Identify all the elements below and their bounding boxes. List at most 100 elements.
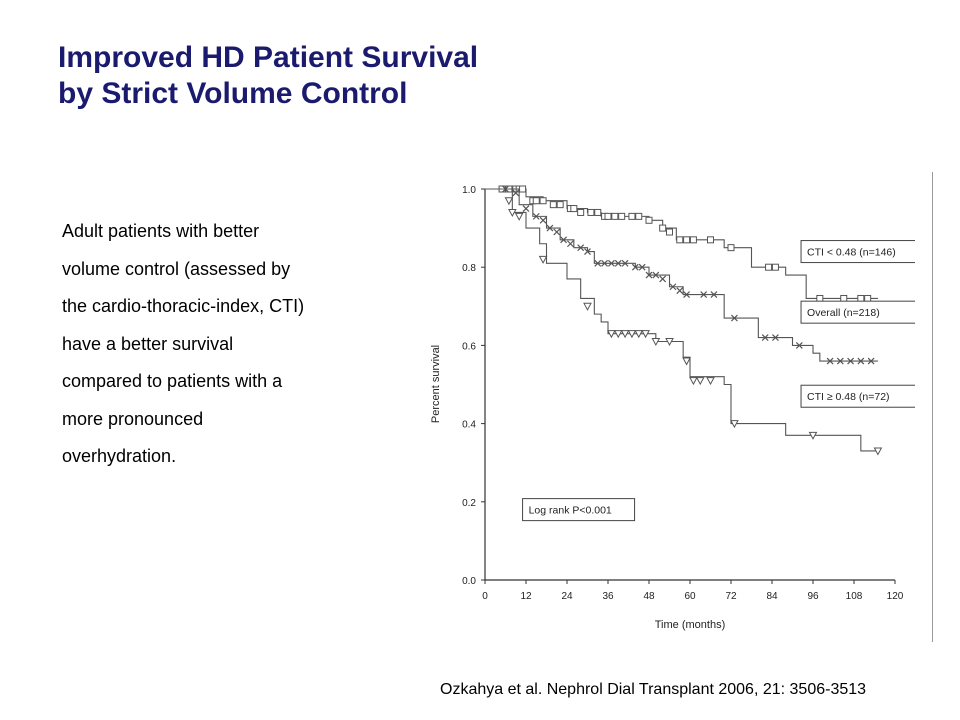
x-marker (669, 283, 677, 291)
x-marker (621, 259, 629, 267)
x-tick-label: 84 (766, 591, 778, 602)
square-marker (570, 205, 578, 213)
chart-ticks: 0 12 24 36 48 60 72 84 96 108 120 0.0 0.2 0.4 0.6 0.8 1.… (462, 185, 904, 602)
x-marker (795, 341, 803, 349)
x-marker (607, 259, 615, 267)
x-marker (836, 357, 844, 365)
x-marker (522, 205, 530, 212)
body-line: compared to patients with a (62, 371, 283, 391)
x-marker (761, 334, 769, 342)
body-line: have a better survival (62, 333, 234, 354)
triangle-marker (682, 357, 691, 366)
body-line: overhydration. (62, 446, 177, 466)
square-marker (864, 294, 872, 302)
series-x (485, 185, 878, 365)
triangle-marker (695, 377, 705, 386)
series-triangle-down (485, 188, 883, 456)
triangle-marker (607, 330, 616, 339)
square-marker (635, 212, 643, 220)
square-marker (707, 236, 714, 244)
x-tick-label: 60 (684, 591, 696, 602)
square-marker (689, 236, 697, 244)
y-tick-label: 0.6 (462, 341, 476, 352)
square-marker (618, 212, 626, 220)
x-marker (614, 259, 622, 267)
square-marker (840, 294, 848, 302)
triangle-marker (634, 330, 644, 339)
slide-title-line-1: Improved HD Patient Survival (58, 41, 479, 74)
triangle-marker (504, 197, 514, 206)
survival-chart: 0 12 24 36 48 60 72 84 96 108 120 0.0 0.2 0.4 0.6 0.8 1.… (430, 185, 915, 631)
annotation-box: Log rank P<0.001 (522, 498, 636, 522)
triangle-marker (706, 377, 715, 386)
x-marker (700, 291, 708, 298)
body-text: Adult patients with better volume contro… (62, 213, 392, 476)
legend-box: CTI ≥ 0.48 (n=72) (800, 384, 915, 408)
x-tick-label: 108 (846, 591, 863, 602)
x-tick-label: 120 (887, 591, 904, 602)
square-marker (628, 212, 636, 220)
square-marker (771, 263, 779, 271)
x-marker (645, 271, 653, 279)
square-marker (676, 236, 684, 244)
square-marker (594, 208, 602, 216)
x-marker (826, 357, 834, 365)
triangle-marker (620, 330, 630, 339)
x-marker (594, 259, 602, 267)
triangle-marker (627, 330, 637, 339)
x-marker (532, 212, 540, 220)
y-tick-label: 1.0 (462, 185, 476, 196)
y-tick-label: 0.2 (462, 498, 476, 509)
x-marker (659, 275, 667, 283)
triangle-marker (730, 420, 739, 429)
legend-label: CTI ≥ 0.48 (n=72) (807, 391, 890, 403)
body-line: more pronounced (62, 408, 204, 429)
square-marker (857, 294, 865, 302)
x-marker (638, 263, 646, 271)
legend-box: CTI < 0.48 (n=146) (800, 240, 915, 264)
citation: Ozkahya et al. Nephrol Dial Transplant 2… (440, 681, 867, 698)
square-marker (539, 197, 547, 205)
y-tick-label: 0.4 (462, 420, 476, 431)
triangle-marker (641, 330, 650, 339)
square-marker (519, 185, 527, 193)
square-marker (532, 197, 540, 205)
triangle-marker (873, 447, 883, 456)
triangle-marker (507, 208, 517, 218)
x-tick-label: 96 (807, 591, 819, 602)
square-marker (727, 244, 735, 252)
legend-box-frame (800, 384, 915, 408)
square-marker (645, 216, 653, 224)
square-marker (549, 201, 557, 209)
chart-series: CTI < 0.48 (n=146) Overall (n=218) CTI ≥ 0… (485, 185, 915, 522)
x-marker (546, 224, 554, 232)
y-tick-label: 0.0 (462, 576, 476, 587)
square-marker (683, 236, 691, 244)
annotation-frame (522, 498, 636, 522)
body-line: the cardio-thoracic-index, CTI) (62, 296, 305, 316)
legend-label: Overall (n=218) (807, 307, 880, 319)
triangle-marker (651, 337, 661, 347)
survival-curve-x (485, 188, 878, 362)
square-marker (604, 212, 612, 220)
triangle-marker (613, 330, 623, 339)
square-marker (577, 208, 585, 216)
square-marker (556, 201, 564, 209)
x-marker (652, 271, 660, 279)
x-marker (512, 189, 520, 197)
triangle-marker (689, 377, 698, 386)
triangle-marker (514, 212, 524, 221)
triangle-marker (538, 255, 548, 264)
triangle-marker (665, 337, 674, 347)
x-marker (553, 228, 561, 236)
x-marker (566, 240, 574, 248)
x-marker (539, 216, 547, 224)
legend-label: CTI < 0.48 (n=146) (807, 247, 896, 259)
square-marker (816, 294, 824, 302)
x-marker (584, 248, 591, 255)
x-marker (710, 291, 718, 298)
x-marker (631, 263, 639, 271)
x-tick-label: 72 (725, 591, 737, 602)
x-tick-label: 0 (482, 591, 488, 602)
y-tick-label: 0.8 (462, 263, 476, 274)
